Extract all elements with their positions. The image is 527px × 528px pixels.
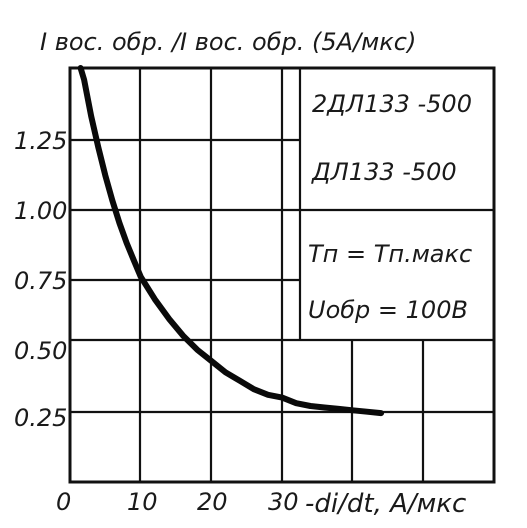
series-line bbox=[77, 65, 385, 417]
x-tick-label-1: 0 bbox=[56, 488, 71, 516]
y-tick-label-4: 0.50 bbox=[14, 337, 67, 365]
x-tick-label-4: 30 bbox=[268, 488, 299, 516]
y-tick-label-2: 1.00 bbox=[14, 197, 67, 225]
annotation-temperature: Tп = Tп.макс bbox=[308, 240, 472, 268]
x-tick-label-2: 10 bbox=[127, 488, 158, 516]
grid bbox=[70, 68, 494, 482]
annotation-voltage: Uобр = 100В bbox=[308, 296, 468, 324]
y-tick-label-3: 0.75 bbox=[14, 267, 67, 295]
x-tick-label-3: 20 bbox=[197, 488, 228, 516]
y-axis-title: I вос. обр. /I вос. обр. (5A/мкс) bbox=[40, 28, 416, 56]
y-tick-label-1: 1.25 bbox=[14, 127, 67, 155]
annotation-device-2: ДЛ133 -500 bbox=[311, 158, 457, 186]
x-axis-label: -di/dt, А/мкс bbox=[305, 489, 466, 519]
y-tick-label-5: 0.25 bbox=[14, 404, 67, 432]
annotation-device-1: 2ДЛ133 -500 bbox=[312, 90, 472, 118]
